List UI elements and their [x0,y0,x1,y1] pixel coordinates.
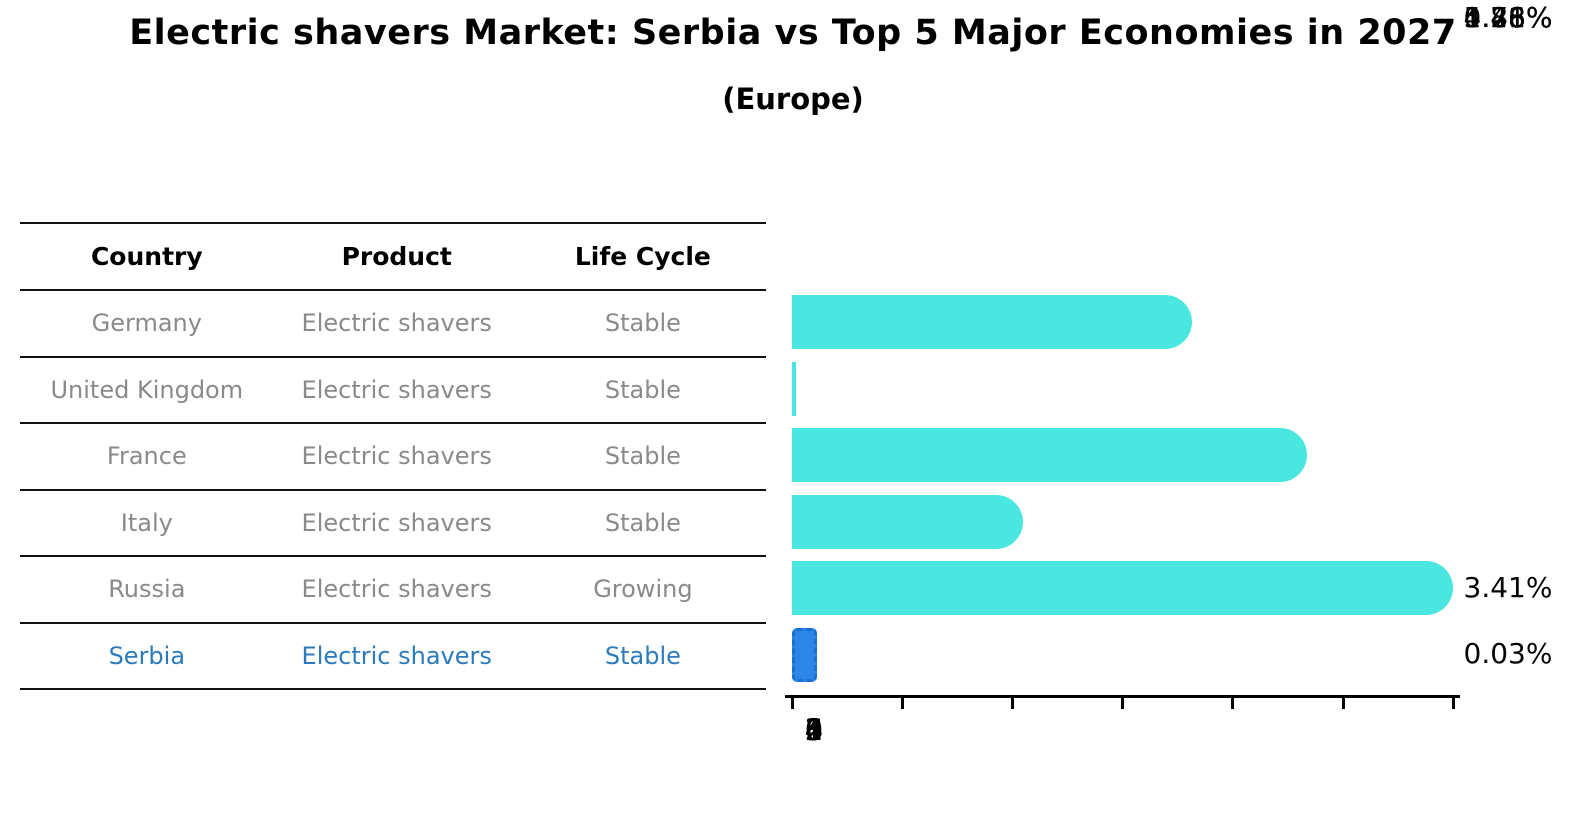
country-cell: Italy [120,508,173,537]
x-axis-tick-label: 4 [804,713,824,747]
bar-value-label: 0.03% [1463,637,1553,670]
life-cycle-cell: Stable [604,309,681,338]
life-cycle-cell: Stable [604,641,681,670]
x-axis-tick-label: 0 [804,713,824,747]
product-cell: Electric shavers [301,442,492,471]
x-axis-tick-label: 1 [804,713,824,747]
column-header-country: Country [90,242,203,271]
bar-france [792,428,1308,482]
bar-italy [792,494,1024,549]
country-cell: Russia [108,575,186,604]
bar-value-label: 5.78% [1463,1,1553,34]
bar-serbia-highlighted [792,627,818,682]
country-table: Country Product Life Cycle Germany Elect… [20,222,766,690]
x-axis-tick [1342,698,1345,709]
country-cell: Germany [91,309,202,338]
country-cell: France [106,442,187,471]
country-cell: United Kingdom [50,375,244,404]
x-axis-tick-label: 5 [804,713,824,747]
life-cycle-cell: Stable [604,375,681,404]
x-axis-line [785,695,1460,698]
life-cycle-cell: Growing [593,575,693,604]
bar-germany [792,295,1192,349]
table-row-russia: Russia Electric shavers Growing [20,557,766,624]
x-axis-tick-label: 6 [804,713,824,747]
column-header-product: Product [341,242,452,271]
x-axis-tick-label: 3 [804,713,824,747]
product-cell: Electric shavers [301,508,492,537]
chart-title: Electric shavers Market: Serbia vs Top 5… [129,13,1457,53]
table-row-germany: Germany Electric shavers Stable [20,291,766,358]
chart-subtitle: (Europe) [722,82,864,116]
product-cell: Electric shavers [301,641,492,670]
x-axis-tick [791,698,794,709]
x-axis-tick [1231,698,1234,709]
bar-united-kingdom [792,361,796,416]
country-cell: Serbia [108,641,186,670]
life-cycle-cell: Stable [604,442,681,471]
x-axis-tick [1011,698,1014,709]
bar-russia [792,561,1453,615]
table-row-united-kingdom: United Kingdom Electric shavers Stable [20,358,766,424]
x-axis-tick [901,698,904,709]
product-cell: Electric shavers [301,375,492,404]
table-header-row: Country Product Life Cycle [20,224,766,291]
bar-value-label: 3.41% [1463,571,1553,604]
x-axis-tick [1121,698,1124,709]
product-cell: Electric shavers [301,309,492,338]
bar-value-label: 1.88% [1463,1,1553,34]
bar-value-label: 0.21% [1463,1,1553,34]
life-cycle-cell: Stable [604,508,681,537]
bar-value-label: 4.46% [1463,1,1553,34]
x-axis-tick [1452,698,1455,709]
column-header-life-cycle: Life Cycle [574,242,711,271]
bar-plot-area: 0 1 2 3 4 5 6 [785,222,1460,747]
table-row-serbia: Serbia Electric shavers Stable [20,624,766,690]
table-row-france: France Electric shavers Stable [20,424,766,491]
product-cell: Electric shavers [301,575,492,604]
x-axis-tick-label: 2 [804,713,824,747]
table-row-italy: Italy Electric shavers Stable [20,491,766,557]
